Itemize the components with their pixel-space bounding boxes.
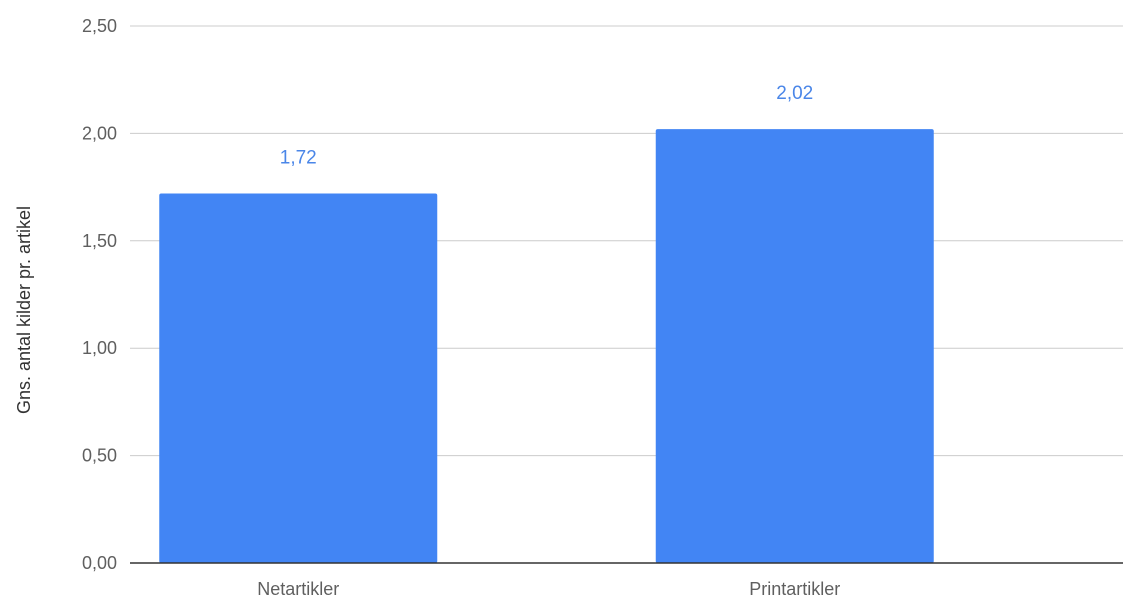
- y-axis-title: Gns. antal kilder pr. artikel: [14, 206, 34, 414]
- y-tick-label: 1,00: [82, 338, 117, 358]
- x-tick-label: Printartikler: [749, 579, 840, 599]
- data-label: 1,72: [280, 148, 317, 169]
- bars: [159, 129, 934, 563]
- y-tick-label: 0,50: [82, 446, 117, 466]
- y-tick-label: 2,50: [82, 16, 117, 36]
- bar-netartikler: [159, 193, 438, 563]
- y-tick-label: 0,00: [82, 553, 117, 573]
- bar-printartikler: [655, 129, 934, 563]
- y-tick-label: 2,00: [82, 123, 117, 143]
- labels: 0,00 0,50 1,00 1,50 2,00 2,50 1,72 Netartikler 2…: [82, 16, 840, 599]
- y-tick-label: 1,50: [82, 231, 117, 251]
- x-tick-label: Netartikler: [257, 579, 339, 599]
- data-label: 2,02: [776, 83, 813, 104]
